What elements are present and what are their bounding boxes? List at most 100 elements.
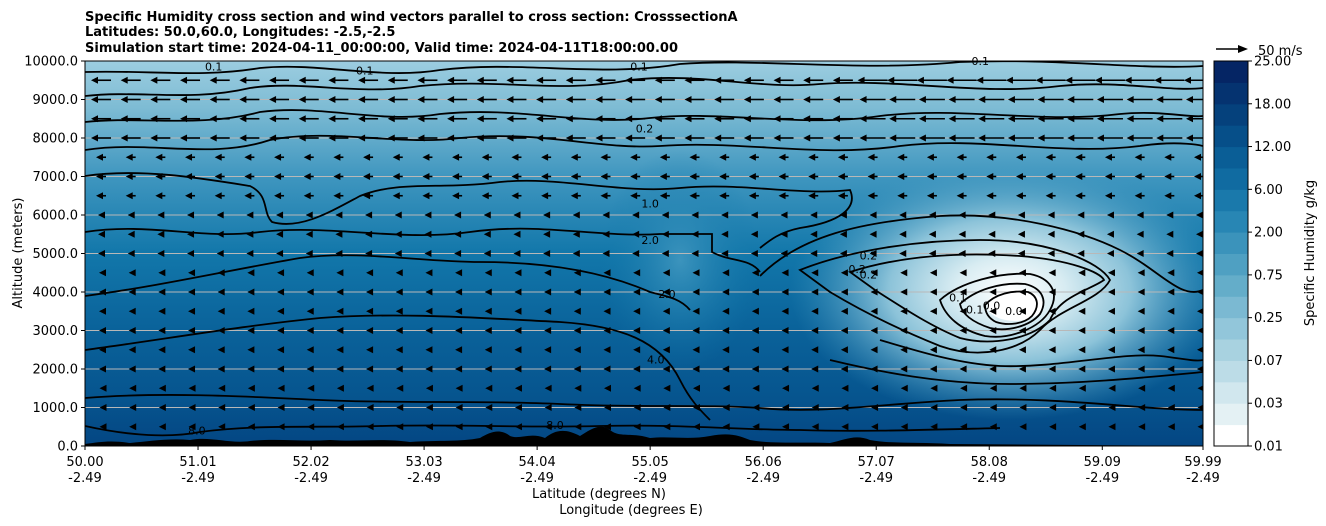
wind-vector xyxy=(1104,153,1115,161)
wind-vector xyxy=(600,192,611,200)
wind-vector xyxy=(180,134,201,142)
wind-vector xyxy=(452,173,463,180)
wind-vector xyxy=(506,134,527,142)
wind-vector xyxy=(244,153,255,161)
x-tick-label-longitude: -2.49 xyxy=(859,471,893,486)
colorbar-segment xyxy=(1214,189,1248,212)
wind-vector xyxy=(811,288,819,296)
colorbar-tick-label: 25.00 xyxy=(1254,55,1291,70)
wind-vector xyxy=(216,250,224,257)
wind-vector xyxy=(751,365,759,373)
wind-vector xyxy=(595,115,616,123)
wind-vector xyxy=(1137,327,1145,334)
wind-vector xyxy=(247,365,255,373)
wind-vector xyxy=(1164,173,1175,180)
wind-vector xyxy=(811,307,819,315)
wind-vector xyxy=(1107,288,1115,296)
colorbar-tick-label: 2.00 xyxy=(1254,226,1283,241)
wind-vector xyxy=(298,134,319,142)
wind-vector xyxy=(269,115,290,123)
wind-vector xyxy=(1049,423,1057,431)
wind-vector xyxy=(989,365,997,373)
wind-vector xyxy=(661,230,669,238)
wind-vector xyxy=(743,115,764,123)
wind-vector xyxy=(157,230,165,238)
wind-vector xyxy=(1138,384,1146,392)
wind-vector xyxy=(1197,269,1203,276)
wind-vector xyxy=(661,250,669,257)
wind-vector xyxy=(188,269,196,277)
wind-vector xyxy=(603,404,611,411)
colorbar-segment xyxy=(1214,167,1248,190)
wind-vector xyxy=(1186,134,1203,142)
x-tick-label-latitude: 55.05 xyxy=(632,455,669,470)
wind-vector xyxy=(714,134,735,142)
wind-vector xyxy=(239,76,260,84)
wind-vector xyxy=(691,211,699,219)
wind-vector xyxy=(632,230,640,238)
contour-label: 0.2 xyxy=(860,249,878,262)
colorbar-tick-label: 18.00 xyxy=(1254,97,1291,112)
wind-vector xyxy=(573,288,581,296)
wind-vector xyxy=(869,250,877,257)
wind-vector xyxy=(365,211,373,219)
wind-vector xyxy=(870,288,878,296)
wind-vector xyxy=(602,230,610,238)
wind-vector xyxy=(803,96,824,103)
x-tick-label-latitude: 54.04 xyxy=(519,455,556,470)
wind-vector xyxy=(1124,76,1155,84)
wind-vector xyxy=(1194,173,1203,180)
wind-vector xyxy=(120,134,141,142)
wind-vector xyxy=(387,96,408,103)
wind-vector xyxy=(1197,308,1203,315)
wind-vector xyxy=(306,327,314,334)
wind-vector xyxy=(841,404,849,411)
wind-vector xyxy=(808,153,819,161)
wind-vector xyxy=(870,365,878,373)
wind-vector xyxy=(570,153,581,161)
wind-vector xyxy=(209,76,230,84)
wind-vector xyxy=(654,96,675,103)
wind-vector xyxy=(989,269,997,277)
colorbar-segment xyxy=(1214,103,1248,126)
wind-vector xyxy=(840,365,848,373)
wind-vector xyxy=(158,346,166,354)
wind-vector xyxy=(918,96,945,103)
wind-vector xyxy=(277,327,285,334)
wind-vector xyxy=(1104,192,1115,200)
wind-vector xyxy=(662,346,670,354)
wind-vector xyxy=(276,211,284,219)
wind-vector xyxy=(188,327,196,334)
wind-vector xyxy=(959,365,967,373)
wind-vector xyxy=(659,192,670,200)
wind-vector xyxy=(595,134,616,142)
wind-vector xyxy=(722,365,730,373)
wind-vector xyxy=(185,153,196,161)
wind-vector xyxy=(693,384,701,392)
wind-vector xyxy=(425,384,433,392)
wind-vector xyxy=(269,134,290,142)
wind-vector xyxy=(959,307,967,315)
wind-vector xyxy=(930,384,938,392)
wind-vector xyxy=(269,76,290,84)
wind-vector xyxy=(120,96,141,103)
wind-vector xyxy=(778,192,789,200)
wind-vector xyxy=(750,230,758,238)
wind-vector xyxy=(722,423,730,431)
wind-vector xyxy=(1134,173,1145,180)
wind-vector xyxy=(276,250,284,257)
wind-vector xyxy=(358,76,379,84)
wind-vector xyxy=(1078,307,1086,315)
wind-vector xyxy=(663,404,671,411)
wind-vector xyxy=(96,173,106,180)
wind-vector xyxy=(1156,115,1183,123)
wind-vector xyxy=(808,173,819,180)
x-tick-label-longitude: -2.49 xyxy=(68,471,102,486)
wind-vector xyxy=(1166,250,1174,257)
wind-vector xyxy=(810,250,818,257)
y-tick-label: 4000.0 xyxy=(33,286,79,301)
wind-vector xyxy=(1197,366,1203,372)
wind-vector xyxy=(1137,346,1145,354)
wind-vector xyxy=(239,96,260,103)
wind-vector xyxy=(929,269,937,277)
